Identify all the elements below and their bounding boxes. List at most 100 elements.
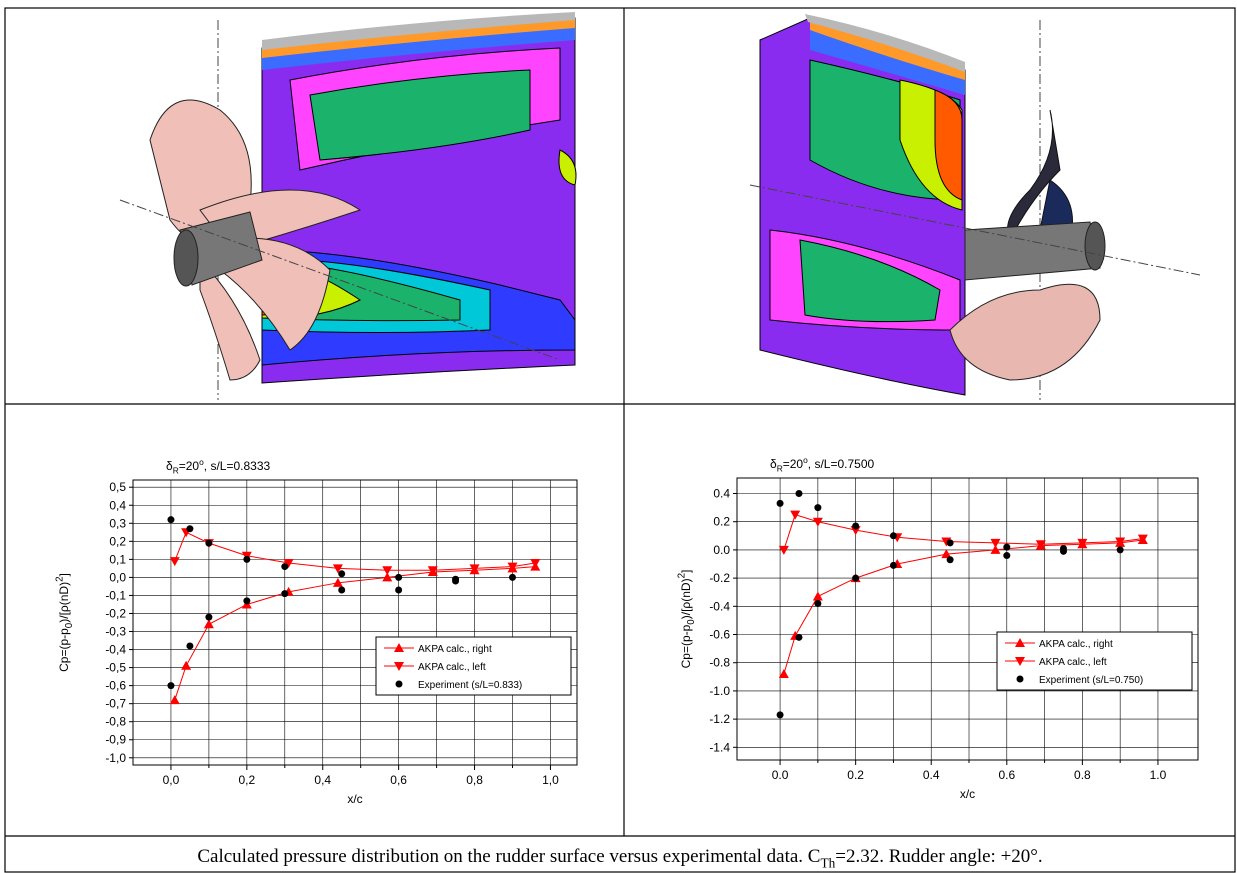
text-part: =20: [783, 457, 804, 471]
y-tick-label: -0,2: [105, 606, 126, 620]
x-tick-label: 0.0: [772, 768, 789, 782]
point: [1117, 546, 1124, 553]
point: [852, 522, 859, 529]
x-axis-label: x/c: [347, 792, 362, 806]
point: [814, 504, 821, 511]
x-tick-label: 0,2: [239, 773, 256, 787]
point: [205, 614, 212, 621]
series-line: [175, 532, 536, 570]
x-tick-label: 1.0: [1150, 768, 1167, 782]
legend-label: AKPA calc., left: [1039, 657, 1107, 668]
point: [338, 570, 345, 577]
point: [947, 539, 954, 546]
legend-label: Experiment (s/L=0.833): [418, 680, 522, 691]
point: [777, 711, 784, 718]
point: [204, 619, 214, 628]
y-tick-label: -0,1: [105, 588, 126, 602]
propeller-hub-end: [1085, 222, 1105, 270]
point: [890, 562, 897, 569]
y-tick-label: -0,4: [105, 643, 126, 657]
text-part: Th: [820, 856, 835, 871]
x-tick-label: 0,0: [163, 773, 180, 787]
point: [167, 682, 174, 689]
chart-title: δR=20o, s/L=0.7500: [770, 455, 874, 473]
point: [395, 574, 402, 581]
y-tick-label: -0,5: [105, 661, 126, 675]
point: [509, 574, 516, 581]
point: [281, 563, 288, 570]
point: [338, 587, 345, 594]
point: [186, 642, 193, 649]
y-tick-label: 0.0: [713, 543, 730, 557]
page: Calculated pressure distribution on the …: [0, 0, 1237, 873]
text-part: =2.32. Rudder angle: +20°.: [835, 846, 1042, 867]
series-line: [784, 515, 1143, 550]
chart: 0,50,40,30,20,10,0-0,1-0,2-0,3-0,4-0,5-0…: [54, 457, 577, 806]
plot-frame: [737, 478, 1198, 760]
x-tick-label: 0.2: [847, 768, 864, 782]
point: [795, 634, 802, 641]
propeller-hub-end: [174, 230, 198, 286]
point: [167, 516, 174, 523]
chart: 0.4 0.2 0.0 -0.2 -0.4 -0.6 -0.8 -1.0 -1.2 -1.4 0.0…: [676, 455, 1198, 801]
legend-marker: [396, 681, 403, 688]
legend: AKPA calc., rightAKPA calc., leftExperim…: [376, 637, 571, 695]
chart-title: δR=20o, s/L=0.8333: [166, 457, 270, 475]
y-tick-label: -0,7: [105, 697, 126, 711]
x-tick-label: 0.6: [998, 768, 1015, 782]
text-part: Calculated pressure distribution on the …: [197, 846, 820, 867]
text-part: )/[ρ(nD): [679, 578, 693, 619]
point: [281, 590, 288, 597]
text-part: Cp=(p-p: [679, 624, 693, 668]
point: [777, 500, 784, 507]
legend-label: AKPA calc., left: [418, 662, 486, 673]
point: [205, 540, 212, 547]
text-part: )/[ρ(nD): [57, 582, 71, 623]
point: [1003, 552, 1010, 559]
y-tick-label: 0,0: [109, 570, 126, 584]
plot-frame: [133, 480, 577, 765]
y-tick-label: -1.2: [709, 712, 730, 726]
point: [947, 556, 954, 563]
propeller-hub: [965, 222, 1100, 280]
caption: Calculated pressure distribution on the …: [197, 846, 1042, 871]
y-tick-label: 0.4: [713, 487, 730, 501]
y-tick-label: -1.0: [709, 684, 730, 698]
point: [890, 532, 897, 539]
y-tick-label: 0.2: [713, 515, 730, 529]
legend: AKPA calc., right AKPA calc., left Experim…: [997, 632, 1192, 690]
y-tick-label: 0,4: [109, 498, 126, 512]
legend-label: Experiment (s/L=0.750): [1039, 675, 1143, 686]
point: [1060, 548, 1067, 555]
y-tick-label: -0,3: [105, 625, 126, 639]
point: [243, 556, 250, 563]
y-tick-label: -0.2: [709, 571, 730, 585]
propeller-blade: [950, 284, 1100, 380]
x-tick-label: 1,0: [542, 773, 559, 787]
legend-marker: [1017, 676, 1024, 683]
y-axis-label: Cp=(p-p0)/[ρ(nD)2]: [54, 573, 75, 672]
point: [181, 661, 191, 670]
x-tick-label: 0.4: [923, 768, 940, 782]
y-tick-label: -0,9: [105, 733, 126, 747]
rudder-render-left: [120, 12, 576, 400]
y-tick-label: -0.4: [709, 599, 730, 613]
text-part: , s/L=0.7500: [808, 457, 875, 471]
y-tick-label: 0,5: [109, 480, 126, 494]
point: [186, 525, 193, 532]
text-part: Cp=(p-p: [57, 628, 71, 672]
y-tick-label: -0,8: [105, 715, 126, 729]
text-part: ]: [679, 570, 693, 573]
y-tick-label: -0.8: [709, 656, 730, 670]
x-tick-label: 0,4: [314, 773, 331, 787]
text-part: =20: [179, 459, 200, 473]
y-tick-label: -0.6: [709, 628, 730, 642]
y-tick-label: -0,6: [105, 679, 126, 693]
y-tick-label: -1.4: [709, 740, 730, 754]
legend-label: AKPA calc., right: [1039, 639, 1113, 650]
x-axis-label: x/c: [960, 787, 975, 801]
y-tick-label: 0,3: [109, 516, 126, 530]
point: [452, 578, 459, 585]
point: [1003, 544, 1010, 551]
text-part: ]: [57, 573, 71, 576]
